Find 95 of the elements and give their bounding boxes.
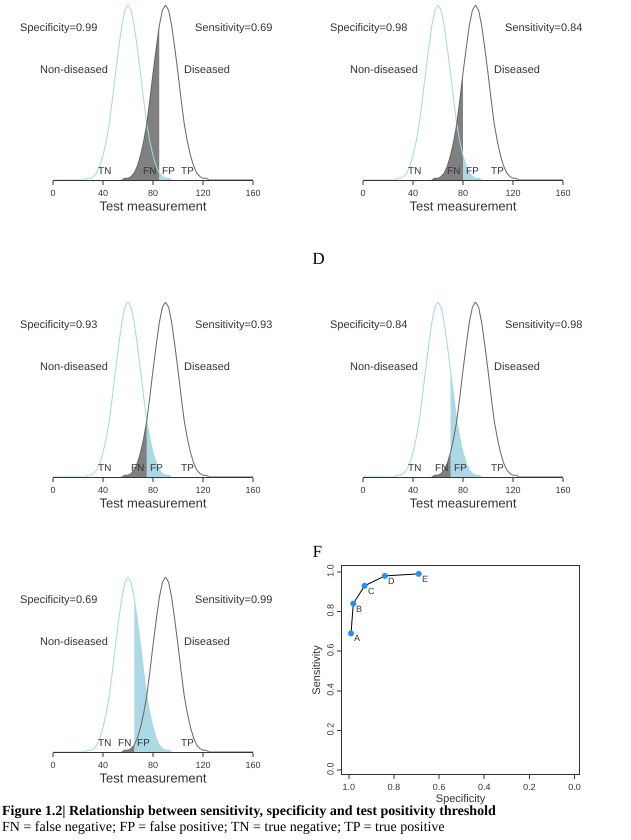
x-axis-title: Test measurement: [100, 495, 207, 510]
annotation: TN: [408, 463, 422, 474]
annotation: Specificity=0.93: [20, 319, 98, 331]
x-tick-label: 80: [458, 484, 468, 495]
series-label: FP: [454, 463, 468, 474]
series-label: Non-diseased: [350, 361, 418, 373]
point: [416, 570, 422, 577]
annotation: A: [354, 633, 360, 643]
x-tick-label: 40: [408, 484, 418, 495]
annotation: TN: [98, 166, 112, 177]
point: [348, 630, 354, 636]
series-label: Non-diseased: [350, 64, 418, 76]
annotation: Sensitivity=0.98: [505, 319, 582, 331]
annotation: TP: [181, 463, 194, 474]
series-label: FP: [150, 463, 164, 474]
series-label: Diseased: [184, 64, 230, 76]
series-label: FN: [447, 166, 460, 177]
annotation: TN: [98, 738, 112, 749]
y-tick-label: 0.2: [325, 722, 336, 736]
x-tick-label: 0.4: [478, 782, 490, 792]
y-tick-label: 0.4: [325, 683, 336, 696]
x-tick-label: 0: [50, 188, 56, 198]
series-label: Non-diseased: [40, 636, 108, 648]
point: [362, 582, 368, 589]
x-tick-label: 1.0: [342, 782, 356, 792]
x-tick-label: 0.6: [432, 782, 446, 792]
series-label: Non-diseased: [40, 361, 108, 373]
series-label: Diseased: [494, 361, 540, 373]
annotation: TN: [408, 166, 422, 177]
series-label: Diseased: [494, 64, 540, 76]
x-tick-label: 0.2: [523, 782, 536, 792]
point: [382, 572, 388, 579]
y-tick-label: 1.0: [325, 564, 336, 577]
x-tick-label: 40: [98, 188, 108, 198]
annotation: Sensitivity=0.93: [195, 319, 272, 331]
x-tick-label: 160: [555, 188, 571, 198]
x-tick-label: 0.8: [388, 782, 400, 792]
x-tick-label: 0: [360, 188, 366, 198]
annotation: Specificity=0.69: [20, 594, 98, 606]
annotation: C: [368, 586, 375, 596]
x-tick-label: 120: [505, 484, 521, 495]
x-tick-label: 120: [195, 484, 211, 495]
x-tick-label: 160: [245, 188, 261, 198]
annotation: TP: [181, 738, 194, 749]
x-tick-label: 80: [148, 484, 158, 495]
point: [350, 600, 356, 607]
series-label: Diseased: [184, 636, 230, 648]
x-tick-label: 40: [98, 760, 108, 770]
x-tick-label: 0: [50, 484, 56, 495]
x-tick-label: 80: [458, 188, 468, 198]
x-axis-title: Test measurement: [100, 770, 207, 786]
text: FN = false negative; FP = false positive; TN = true negative; TP = true positive: [2, 820, 446, 836]
series-label: FP: [162, 166, 176, 177]
x-tick-label: 120: [195, 188, 211, 198]
chart-title: D: [312, 248, 325, 268]
x-axis-title: Test measurement: [410, 495, 517, 510]
text: Figure 1.2| Relationship between sensitivity, specificity and test positivity threshold: [2, 804, 496, 819]
annotation: Sensitivity=0.99: [195, 594, 272, 606]
annotation: D: [388, 576, 395, 586]
x-tick-label: 40: [98, 484, 108, 495]
x-tick-label: 160: [245, 484, 261, 495]
annotation: TP: [491, 463, 504, 474]
annotation: Specificity=0.99: [20, 22, 98, 34]
annotation: TN: [98, 463, 112, 474]
annotation: Sensitivity=0.69: [195, 22, 272, 34]
series-label: FN: [118, 738, 132, 749]
x-tick-label: 40: [408, 188, 418, 198]
annotation: B: [356, 604, 362, 614]
x-axis-title: Test measurement: [100, 198, 207, 214]
x-axis-title: Specificity: [436, 793, 486, 805]
chart-title: F: [312, 542, 322, 561]
annotation: TP: [491, 166, 504, 177]
y-tick-label: 0.8: [325, 604, 336, 616]
annotation: Sensitivity=0.84: [505, 22, 582, 34]
x-tick-label: 120: [195, 760, 211, 770]
x-tick-label: 120: [505, 188, 521, 198]
annotation: TP: [181, 166, 194, 177]
x-tick-label: 80: [148, 760, 158, 770]
series-label: FP: [466, 166, 480, 177]
annotation: Specificity=0.84: [330, 319, 408, 331]
x-axis-title: Test measurement: [410, 198, 517, 214]
y-tick-label: 0.6: [325, 644, 336, 656]
y-axis-title: Sensitivity: [311, 644, 324, 695]
x-tick-label: 160: [245, 760, 261, 770]
series-label: FP: [137, 738, 150, 749]
x-tick-label: 80: [148, 188, 158, 198]
x-tick-label: 160: [555, 484, 571, 495]
annotation: Specificity=0.98: [330, 22, 408, 34]
series-label: Non-diseased: [40, 64, 108, 76]
x-tick-label: 0: [360, 484, 366, 495]
series-label: Diseased: [184, 361, 230, 373]
series-label: FN: [143, 166, 156, 177]
x-tick-label: 0: [50, 760, 56, 770]
x-tick-label: 0.0: [568, 782, 581, 792]
annotation: E: [422, 574, 428, 584]
